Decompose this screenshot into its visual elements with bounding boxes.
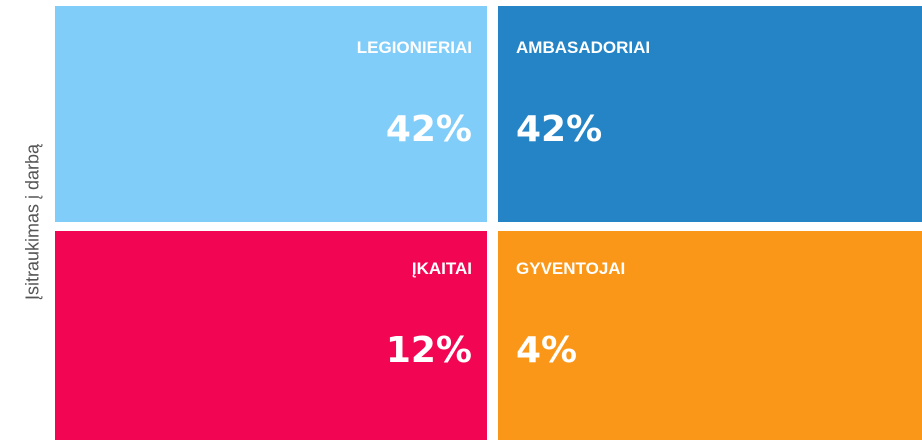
quadrant: GYVENTOJAI 4% xyxy=(498,231,922,440)
quadrant-value: 4% xyxy=(516,330,578,371)
quadrant-label: GYVENTOJAI xyxy=(516,259,626,278)
quadrant-label: LEGIONIERIAI xyxy=(356,38,472,57)
quadrant-value: 12% xyxy=(385,330,472,371)
quadrant-value: 42% xyxy=(516,109,603,150)
quadrant-label: AMBASADORIAI xyxy=(516,38,651,57)
quadrant: ĮKAITAI 12% xyxy=(55,231,487,440)
quadrant-value: 42% xyxy=(385,109,472,150)
axis-label: Įsitraukimas į darbą xyxy=(22,143,43,301)
quadrant: AMBASADORIAI 42% xyxy=(498,6,922,222)
quadrant: LEGIONIERIAI 42% xyxy=(55,6,487,222)
quadrant-label: ĮKAITAI xyxy=(411,259,472,278)
